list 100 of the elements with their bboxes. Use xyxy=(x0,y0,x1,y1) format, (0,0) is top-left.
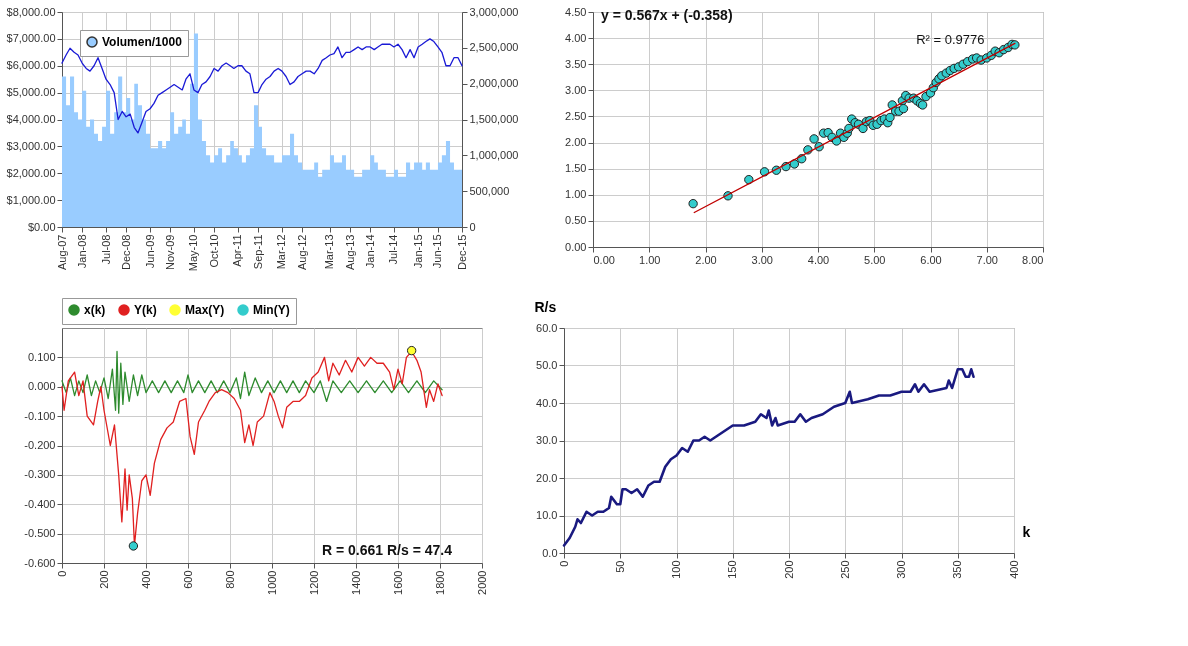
x-tick-label: 1200 xyxy=(307,570,320,595)
x-tick-label: Jun-09 xyxy=(143,234,156,269)
x-tick-label: 0 xyxy=(55,570,68,577)
y-tick-label: 40.0 xyxy=(536,396,558,409)
annotation: R² = 0.9776 xyxy=(916,32,985,47)
y-tick-label: -0.500 xyxy=(24,527,56,540)
y-tick-label: 2.00 xyxy=(565,136,587,149)
y-tick-label: $1,000.00 xyxy=(6,193,56,206)
x-tick-label: 600 xyxy=(181,570,194,589)
legend-label: Max(Y) xyxy=(185,303,225,317)
annotation: R = 0.661 R/s = 47.4 xyxy=(322,542,453,558)
x-tick-label: Mar-13 xyxy=(323,234,336,270)
x-tick-label: 1400 xyxy=(349,570,362,595)
y-axis-title: R/s xyxy=(534,298,557,315)
legend-label: Min(Y) xyxy=(253,303,290,317)
x-tick-label: Jul-08 xyxy=(99,234,112,265)
y2-tick-label: 500,000 xyxy=(469,184,510,197)
x-tick-label: Aug-13 xyxy=(343,234,356,270)
y-tick-label: 4.50 xyxy=(565,5,587,18)
y2-tick-label: 1,000,000 xyxy=(469,148,519,161)
y-tick-label: 4.00 xyxy=(565,31,587,44)
x-tick-label: 1600 xyxy=(391,570,404,595)
x-tick-label: Jul-14 xyxy=(387,234,400,265)
y2-tick-label: 0 xyxy=(469,220,476,233)
x-tick-label: 1800 xyxy=(433,570,446,595)
x-tick-label: 50 xyxy=(613,560,626,573)
y-tick-label: 0.0 xyxy=(542,546,558,559)
y-tick-label: 10.0 xyxy=(536,509,558,521)
x-tick-label: 6.00 xyxy=(920,253,942,266)
x-tick-label: 1000 xyxy=(265,570,278,595)
x-tick-label: 4.00 xyxy=(807,253,830,266)
legend-label: Volumen/1000 xyxy=(102,35,183,49)
y-tick-label: $5,000.00 xyxy=(6,86,56,99)
x-tick-label: Apr-11 xyxy=(231,234,244,267)
y2-tick-label: 1,500,000 xyxy=(469,113,519,125)
y-tick-label: 30.0 xyxy=(536,434,558,446)
x-tick-label: 150 xyxy=(726,560,739,579)
x-tick-label: 350 xyxy=(951,560,964,579)
x-tick-label: Jan-08 xyxy=(75,234,88,269)
y2-tick-label: 2,500,000 xyxy=(469,41,519,54)
line-series xyxy=(61,350,443,414)
x-tick-label: 5.00 xyxy=(864,253,886,266)
line-series xyxy=(562,367,975,547)
x-tick-label: Sep-11 xyxy=(251,234,264,270)
x-tick-label: 300 xyxy=(895,560,907,579)
x-tick-label: Jan-15 xyxy=(411,234,424,269)
y-tick-label: 50.0 xyxy=(536,359,558,371)
x-tick-label: 7.00 xyxy=(976,253,998,266)
y-tick-label: $6,000.00 xyxy=(6,59,56,72)
x-tick-label: 100 xyxy=(670,560,682,579)
x-tick-label: 200 xyxy=(782,560,795,579)
x-tick-label: Aug-12 xyxy=(295,234,308,270)
y-tick-label: 0.50 xyxy=(565,214,587,227)
y-tick-label: 20.0 xyxy=(536,471,558,484)
x-tick-label: Nov-09 xyxy=(163,234,176,270)
x-tick-label: 0 xyxy=(557,560,570,567)
y-tick-label: 2.50 xyxy=(565,109,587,122)
x-tick-label: 200 xyxy=(97,570,110,589)
y-tick-label: $7,000.00 xyxy=(6,32,56,45)
y-tick-label: $2,000.00 xyxy=(6,166,56,179)
y-tick-label: 60.0 xyxy=(536,321,558,334)
y-tick-label: $3,000.00 xyxy=(6,139,56,152)
annotation: y = 0.567x + (-0.358) xyxy=(601,7,733,23)
x-tick-label: 8.00 xyxy=(1022,253,1044,266)
x-tick-label: 2.00 xyxy=(695,253,717,266)
x-tick-label: 400 xyxy=(139,570,152,589)
x-tick-label: Oct-10 xyxy=(207,234,220,268)
y-tick-label: 3.00 xyxy=(565,83,587,96)
y-tick-label: -0.600 xyxy=(24,556,56,569)
y-tick-label: $0.00 xyxy=(27,220,56,233)
y-tick-label: 0.100 xyxy=(27,350,56,363)
x-tick-label: 400 xyxy=(1007,560,1020,579)
x-tick-label: 2000 xyxy=(475,570,488,595)
y2-tick-label: 2,000,000 xyxy=(469,77,519,90)
y-tick-label: 3.50 xyxy=(565,57,587,70)
y-tick-label: -0.300 xyxy=(24,468,56,481)
x-tick-label: 1.00 xyxy=(639,253,661,266)
x-tick-label: Aug-07 xyxy=(55,234,68,270)
legend-label: Y(k) xyxy=(134,303,157,317)
legend-label: x(k) xyxy=(84,303,106,317)
x-tick-label: May-10 xyxy=(187,234,200,272)
x-tick-label: 800 xyxy=(223,570,236,589)
x-tick-label: Jun-15 xyxy=(431,234,444,269)
y-tick-label: -0.100 xyxy=(24,409,56,422)
y-tick-label: 1.50 xyxy=(565,162,587,175)
line-series xyxy=(61,38,463,134)
y2-tick-label: 3,000,000 xyxy=(469,5,519,18)
x-tick-label: 3.00 xyxy=(751,253,773,266)
x-tick-label: Dec-15 xyxy=(455,234,468,270)
x-tick-label: 250 xyxy=(838,560,851,579)
x-tick-label: Dec-08 xyxy=(119,234,132,270)
x-tick-label: Jan-14 xyxy=(363,234,376,269)
y-tick-label: $4,000.00 xyxy=(6,113,56,125)
y-tick-label: -0.400 xyxy=(24,497,56,510)
x-axis-title: k xyxy=(1022,523,1031,540)
x-tick-label: 0.00 xyxy=(593,253,615,266)
y-tick-label: -0.200 xyxy=(24,439,56,451)
y-tick-label: $8,000.00 xyxy=(6,5,56,18)
y-tick-label: 0.000 xyxy=(27,380,56,393)
x-tick-label: Mar-12 xyxy=(275,234,288,270)
